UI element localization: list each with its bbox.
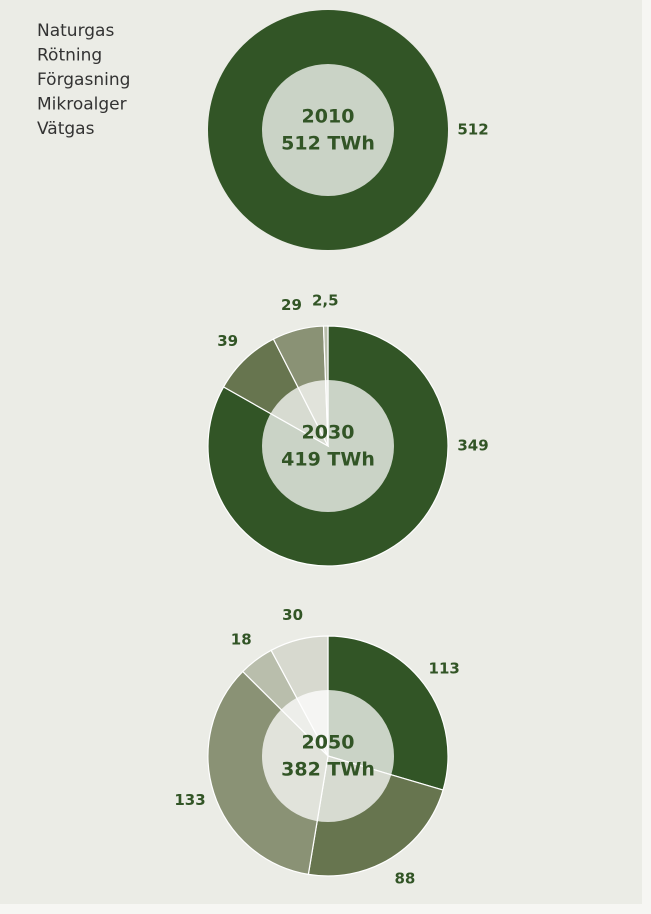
data-label: 29 (281, 296, 302, 314)
center-disc (262, 380, 394, 512)
center-title: 2030 (302, 422, 355, 444)
center-disc (262, 690, 394, 822)
legend-label: Vätgas (37, 119, 95, 139)
center-title: 2050 (302, 732, 355, 754)
data-label: 349 (457, 437, 488, 455)
center-title: 2010 (302, 106, 355, 128)
data-label: 39 (217, 332, 238, 350)
center-disc (262, 64, 394, 196)
center-subtitle: 512 TWh (281, 133, 375, 155)
data-label: 2,5 (312, 292, 339, 310)
center-subtitle: 382 TWh (281, 759, 375, 781)
data-label: 88 (394, 869, 415, 887)
legend-label: Mikroalger (37, 95, 127, 115)
legend-label: Naturgas (37, 21, 114, 41)
data-label: 512 (457, 121, 488, 139)
legend-label: Rötning (37, 46, 102, 66)
pie-slice (207, 325, 449, 567)
data-label: 18 (231, 630, 252, 648)
legend-label: Förgasning (37, 70, 130, 90)
data-label: 113 (429, 660, 460, 678)
center-subtitle: 419 TWh (281, 449, 375, 471)
data-label: 30 (282, 606, 303, 624)
data-label: 133 (174, 791, 205, 809)
